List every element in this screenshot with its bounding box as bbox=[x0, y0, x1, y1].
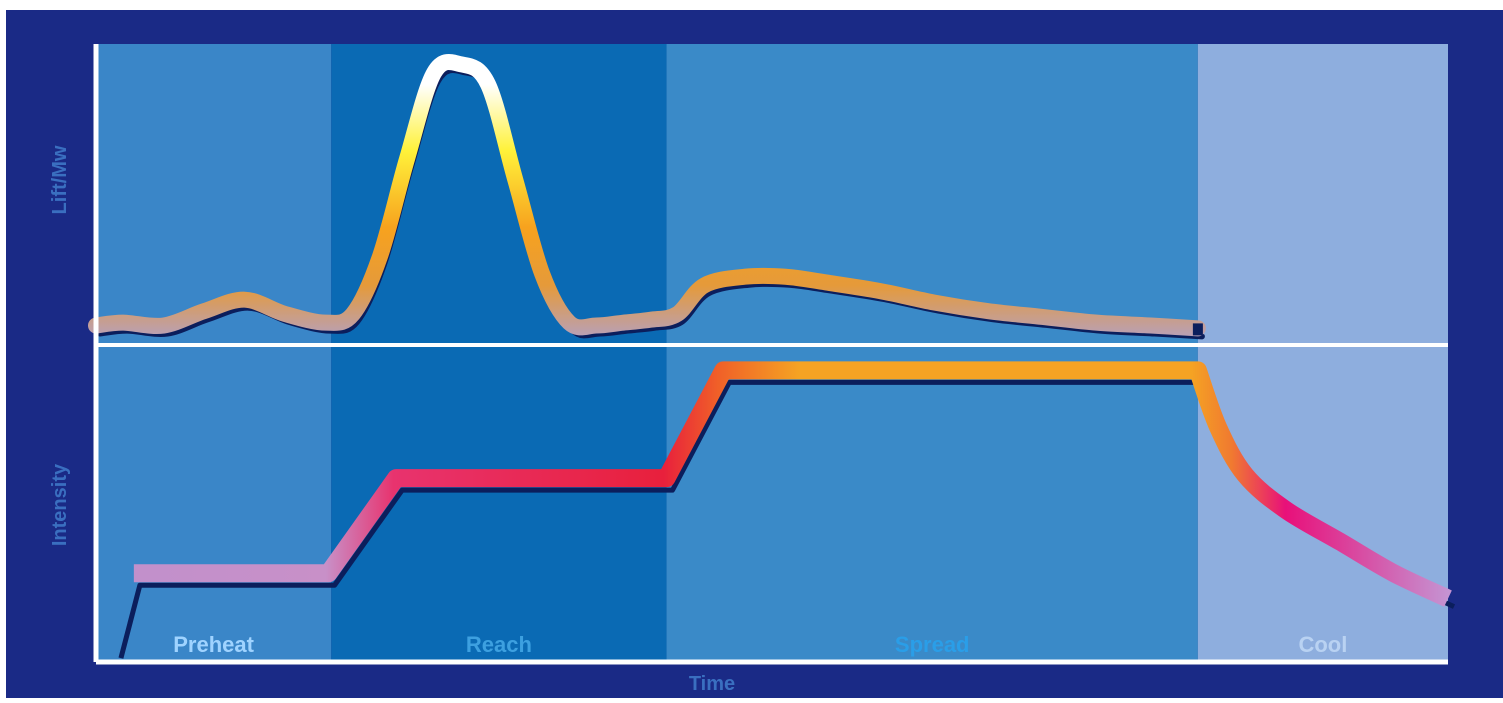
bottom-plot bbox=[118, 361, 1456, 659]
phase-band-preheat bbox=[96, 44, 332, 662]
phase-label-preheat: Preheat bbox=[173, 632, 254, 657]
bottom-y-axis-label: Intensity bbox=[49, 463, 71, 546]
phase-label-cool: Cool bbox=[1298, 632, 1347, 657]
top-series-line bbox=[88, 54, 1206, 337]
top-series-endpoint bbox=[1192, 323, 1203, 336]
top-plot bbox=[88, 54, 1206, 340]
phase-label-spread: Spread bbox=[895, 632, 970, 657]
phase-bands bbox=[96, 44, 1448, 662]
top-y-axis-label: Lift/Mw bbox=[49, 145, 71, 214]
bottom-series-line bbox=[133, 361, 1452, 607]
phase-band-cool bbox=[1197, 44, 1448, 662]
phase-band-spread bbox=[666, 44, 1198, 662]
phase-label-reach: Reach bbox=[466, 632, 532, 657]
x-axis-label: Time bbox=[689, 673, 735, 695]
phase-labels: Preheat Reach Spread Cool bbox=[173, 632, 1347, 657]
